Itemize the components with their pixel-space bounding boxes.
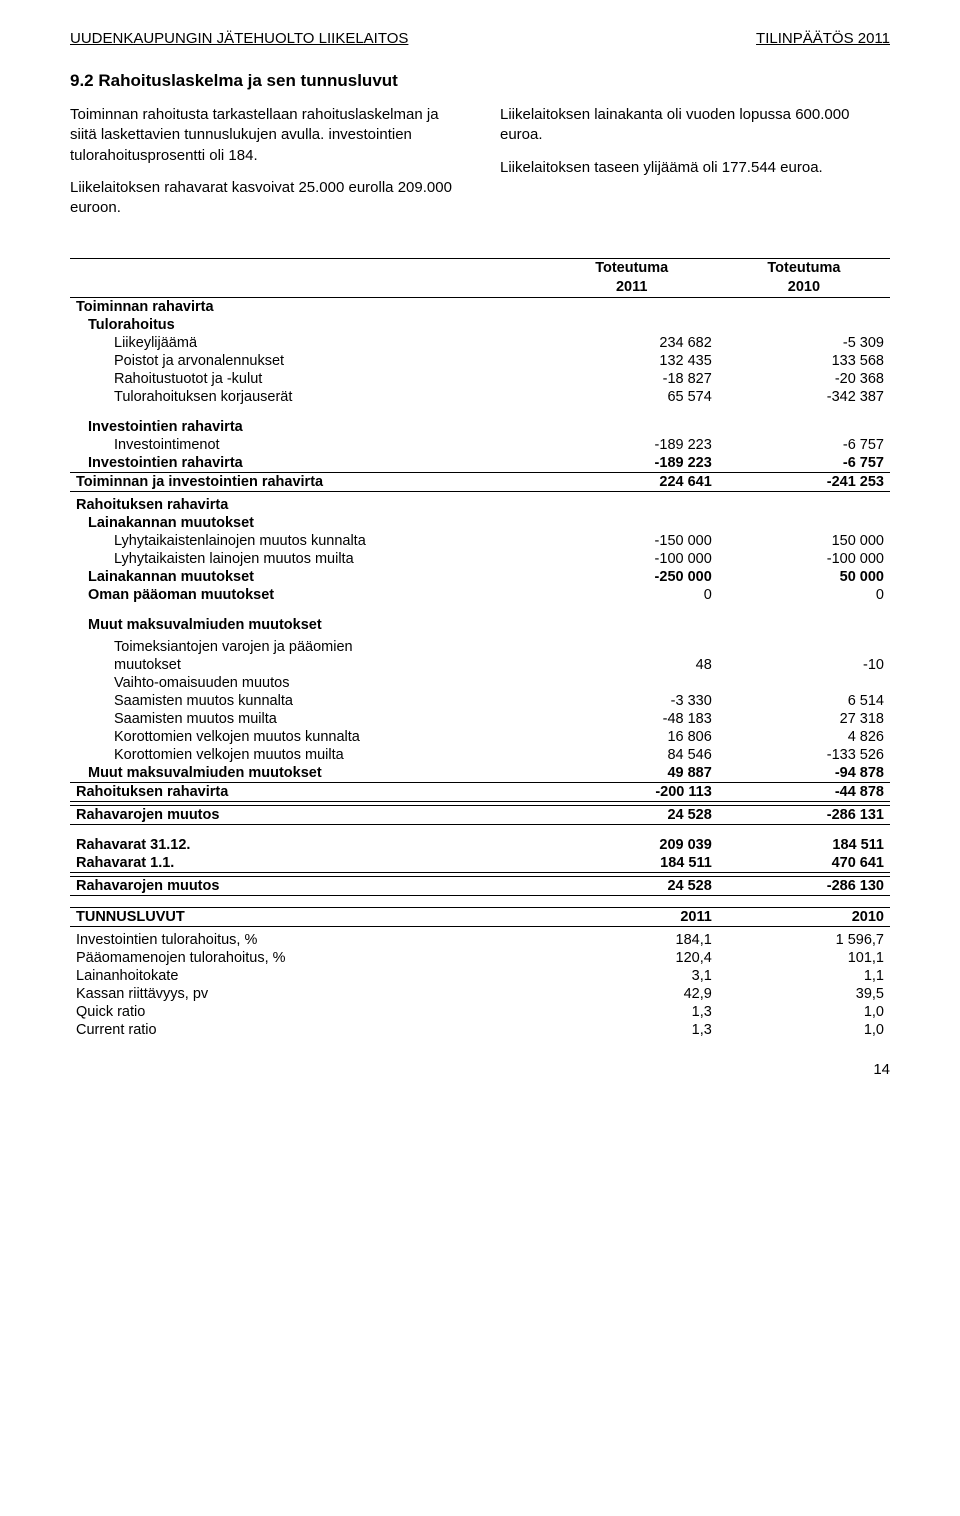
table-row: Rahavarojen muutos24 528-286 130 bbox=[70, 877, 890, 896]
col1-head: Toteutuma bbox=[546, 259, 718, 279]
table-row: Korottomien velkojen muutos kunnalta16 8… bbox=[70, 728, 890, 746]
col2-head: Toteutuma bbox=[718, 259, 890, 279]
table-row: Poistot ja arvonalennukset132 435133 568 bbox=[70, 352, 890, 370]
table-row: Lyhytaikaisten lainojen muutos muilta-10… bbox=[70, 550, 890, 568]
table-row: Oman pääoman muutokset00 bbox=[70, 586, 890, 604]
table-row: Saamisten muutos kunnalta-3 3306 514 bbox=[70, 692, 890, 710]
table-row: Investointimenot-189 223-6 757 bbox=[70, 436, 890, 454]
table-row: Kassan riittävyys, pv42,939,5 bbox=[70, 985, 890, 1003]
table-row: Rahoituksen rahavirta bbox=[70, 496, 890, 514]
intro-right-p2: Liikelaitoksen taseen ylijäämä oli 177.5… bbox=[500, 158, 890, 178]
table-row: Investointien tulorahoitus, %184,11 596,… bbox=[70, 931, 890, 949]
table-row: Lainakannan muutokset bbox=[70, 514, 890, 532]
table-row: Pääomamenojen tulorahoitus, %120,4101,1 bbox=[70, 949, 890, 967]
table-row: Saamisten muutos muilta-48 18327 318 bbox=[70, 710, 890, 728]
intro-columns: Toiminnan rahoitusta tarkastellaan rahoi… bbox=[70, 105, 890, 230]
table-row: Toiminnan ja investointien rahavirta224 … bbox=[70, 473, 890, 492]
table-row: Lainanhoitokate3,11,1 bbox=[70, 967, 890, 985]
header-right: TILINPÄÄTÖS 2011 bbox=[756, 30, 890, 47]
table-row: Tulorahoitus bbox=[70, 316, 890, 334]
table-row: Rahavarat 1.1.184 511470 641 bbox=[70, 854, 890, 873]
page-header: UUDENKAUPUNGIN JÄTEHUOLTO LIIKELAITOS TI… bbox=[70, 30, 890, 47]
table-row: Lyhytaikaistenlainojen muutos kunnalta-1… bbox=[70, 532, 890, 550]
table-header-row: Toteutuma Toteutuma bbox=[70, 259, 890, 279]
section-title: 9.2 Rahoituslaskelma ja sen tunnusluvut bbox=[70, 71, 890, 91]
table-row: Muut maksuvalmiuden muutokset49 887-94 8… bbox=[70, 764, 890, 783]
table-row: Quick ratio1,31,0 bbox=[70, 1003, 890, 1021]
intro-left: Toiminnan rahoitusta tarkastellaan rahoi… bbox=[70, 105, 460, 230]
intro-right: Liikelaitoksen lainakanta oli vuoden lop… bbox=[500, 105, 890, 230]
table-row: Current ratio1,31,0 bbox=[70, 1021, 890, 1039]
page-number: 14 bbox=[70, 1061, 890, 1078]
table-row: Investointien rahavirta-189 223-6 757 bbox=[70, 454, 890, 473]
financial-table: Toteutuma Toteutuma 2011 2010 Toiminnan … bbox=[70, 258, 890, 1039]
header-left: UUDENKAUPUNGIN JÄTEHUOLTO LIIKELAITOS bbox=[70, 30, 408, 47]
table-header-row2: 2011 2010 bbox=[70, 278, 890, 298]
table-row: Lainakannan muutokset-250 00050 000 bbox=[70, 568, 890, 586]
table-row: Investointien rahavirta bbox=[70, 418, 890, 436]
table-row: Liikeylijäämä234 682-5 309 bbox=[70, 334, 890, 352]
intro-right-p1: Liikelaitoksen lainakanta oli vuoden lop… bbox=[500, 105, 890, 146]
intro-left-p1: Toiminnan rahoitusta tarkastellaan rahoi… bbox=[70, 105, 460, 166]
table-row: Toimeksiantojen varojen ja pääomien bbox=[70, 638, 890, 656]
col1-year: 2011 bbox=[546, 278, 718, 298]
table-row: Rahoituksen rahavirta-200 113-44 878 bbox=[70, 782, 890, 801]
table-row: Tulorahoituksen korjauserät65 574-342 38… bbox=[70, 388, 890, 406]
table-row: Rahavarojen muutos24 528-286 131 bbox=[70, 805, 890, 824]
intro-left-p2: Liikelaitoksen rahavarat kasvoivat 25.00… bbox=[70, 178, 460, 219]
table-row: Rahavarat 31.12.209 039184 511 bbox=[70, 836, 890, 854]
table-row: Vaihto-omaisuuden muutos bbox=[70, 674, 890, 692]
table-row: muutokset48-10 bbox=[70, 656, 890, 674]
table-row: Korottomien velkojen muutos muilta84 546… bbox=[70, 746, 890, 764]
table-row: Rahoitustuotot ja -kulut-18 827-20 368 bbox=[70, 370, 890, 388]
table-row: Muut maksuvalmiuden muutokset bbox=[70, 616, 890, 634]
tunnus-header: TUNNUSLUVUT20112010 bbox=[70, 908, 890, 927]
col2-year: 2010 bbox=[718, 278, 890, 298]
table-row: Toiminnan rahavirta bbox=[70, 298, 890, 317]
